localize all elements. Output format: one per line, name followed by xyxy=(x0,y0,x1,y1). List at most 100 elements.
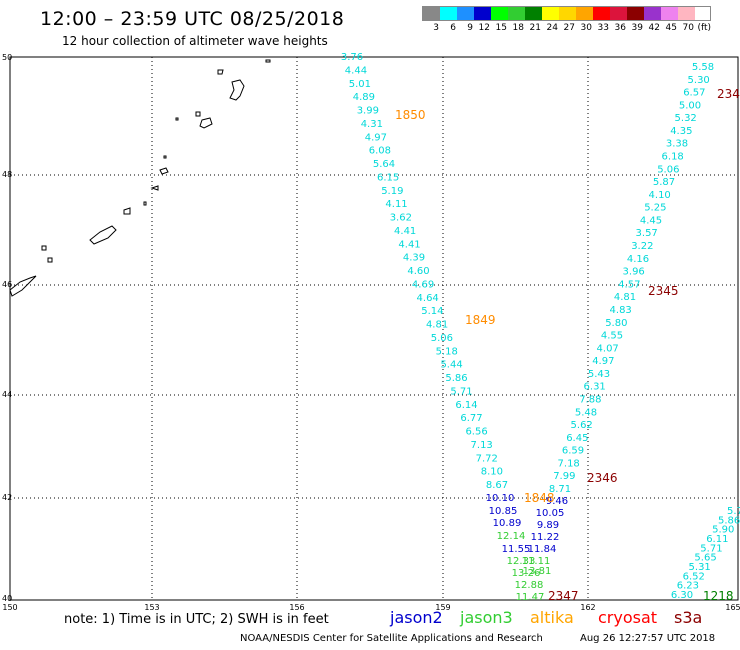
scale-box-11 xyxy=(610,7,627,20)
swh-value: 4.81 xyxy=(614,292,636,303)
swh-value: 4.16 xyxy=(627,254,649,265)
swh-value-jason2: 9.89 xyxy=(537,520,559,531)
scale-box-5 xyxy=(508,7,525,20)
track-label-1848: 1848 xyxy=(524,491,555,505)
swh-value-jason2: 11.22 xyxy=(531,532,560,543)
swh-value: 4.57 xyxy=(618,279,640,290)
color-scale: 3 6 9 12 15 18 21 24 27 30 33 36 39 42 45 70 (ft) xyxy=(422,6,711,33)
scale-label-5: 18 xyxy=(512,23,524,33)
lat-label-40: 40 xyxy=(2,594,12,603)
track-label-2345: 2345 xyxy=(648,284,679,298)
legend-jason3: jason3 xyxy=(460,608,513,627)
swh-value-jason3: 12.33 xyxy=(507,556,536,567)
legend-note: note: 1) Time is in UTC; 2) SWH is in fe… xyxy=(64,612,329,627)
swh-value: 3.57 xyxy=(636,228,658,239)
swh-value: 3.22 xyxy=(631,241,653,252)
track-label-1218: 1218 xyxy=(703,589,734,603)
scale-label-12: 39 xyxy=(631,23,643,33)
track-label-1849: 1849 xyxy=(465,313,496,327)
swh-value: 6.30 xyxy=(671,590,693,601)
swh-value-jason3: 13.81 xyxy=(523,566,552,577)
legend-cryosat: cryosat xyxy=(598,608,658,627)
legend-s3a: s3a xyxy=(674,608,703,627)
swh-value: 4.83 xyxy=(610,305,632,316)
swh-value: 5.62 xyxy=(571,420,593,431)
swh-value: 4.44 xyxy=(345,65,367,76)
scale-box-12 xyxy=(627,7,644,20)
scale-box-13 xyxy=(644,7,661,20)
lat-label-44: 44 xyxy=(2,390,12,399)
swh-value: 4.31 xyxy=(361,119,383,130)
footer-timestamp: Aug 26 12:27:57 UTC 2018 xyxy=(580,633,716,644)
scale-label-4: 15 xyxy=(495,23,507,33)
swh-value: 6.08 xyxy=(369,146,391,157)
scale-box-2 xyxy=(457,7,474,20)
swh-value: 6.23 xyxy=(677,581,699,592)
swh-value: 5.31 xyxy=(689,562,711,573)
swh-value: 4.35 xyxy=(670,126,692,137)
swh-value: 5.80 xyxy=(605,318,627,329)
swh-value-jason2: 10.89 xyxy=(493,518,522,529)
swh-value-jason3: 13.26 xyxy=(512,568,541,579)
track-label-2347: 2347 xyxy=(548,589,579,603)
swh-value: 5.48 xyxy=(575,407,597,418)
swh-value: 5.30 xyxy=(688,75,710,86)
swh-value: 5.86 xyxy=(445,373,467,384)
swh-value: 5.14 xyxy=(421,306,443,317)
footer-center: NOAA/NESDIS Center for Satellite Applica… xyxy=(240,633,543,644)
lon-label-156: 156 xyxy=(289,603,304,612)
swh-value: 7.72 xyxy=(476,453,498,464)
swh-value: 6.45 xyxy=(566,433,588,444)
swh-value: 4.97 xyxy=(592,356,614,367)
swh-value: 4.64 xyxy=(417,293,439,304)
scale-label-1: 6 xyxy=(450,23,456,33)
swh-value-jason2: 11.55 xyxy=(502,544,531,555)
swh-value: 4.81 xyxy=(426,320,448,331)
swh-value: 5.19 xyxy=(381,186,403,197)
swh-value: 5.65 xyxy=(694,553,716,564)
scale-label-14: 45 xyxy=(665,23,677,33)
swh-value-jason3: 11.11 xyxy=(522,556,551,567)
swh-value: 5.01 xyxy=(349,79,371,90)
swh-value: 5.25 xyxy=(644,203,666,214)
swh-value: 3.99 xyxy=(357,106,379,117)
track-label-234: 234 xyxy=(717,87,740,101)
swh-value: 8.10 xyxy=(481,467,503,478)
scale-label-10: 33 xyxy=(597,23,609,33)
coastline xyxy=(9,59,271,297)
swh-value: 6.59 xyxy=(562,446,584,457)
lat-label-46: 46 xyxy=(2,280,12,289)
swh-value: 3.62 xyxy=(390,213,412,224)
swh-value: 7.18 xyxy=(558,458,580,469)
swh-value-jason2: 10.85 xyxy=(489,506,518,517)
swh-value: 5.71 xyxy=(450,386,472,397)
track-label-1850: 1850 xyxy=(395,108,426,122)
scale-box-9 xyxy=(576,7,593,20)
swh-value: 6.18 xyxy=(662,152,684,163)
swh-value: 5.58 xyxy=(692,62,714,73)
legend-altika: altika xyxy=(530,608,574,627)
swh-value: 5.86 xyxy=(718,515,740,526)
swh-value: 5.43 xyxy=(588,369,610,380)
page-title: 12:00 – 23:59 UTC 08/25/2018 xyxy=(40,8,345,30)
swh-value: 4.97 xyxy=(365,132,387,143)
scale-label-7: 24 xyxy=(546,23,558,33)
page-subtitle: 12 hour collection of altimeter wave hei… xyxy=(62,34,328,48)
lon-label-153: 153 xyxy=(144,603,159,612)
scale-label-13: 42 xyxy=(648,23,660,33)
lon-label-162: 162 xyxy=(580,603,595,612)
tracks-layer: 3.76 4.44 5.01 4.89 3.99 4.31 4.97 6.08 5.64 6.15… xyxy=(341,52,740,603)
lon-label-150: 150 xyxy=(2,603,17,612)
swh-value-jason2: 10.05 xyxy=(536,508,565,519)
swh-value: 6.77 xyxy=(460,413,482,424)
swh-value-jason3: 12.14 xyxy=(497,531,526,542)
swh-value: 4.07 xyxy=(597,343,619,354)
scale-box-15 xyxy=(678,7,695,20)
swh-value: 4.39 xyxy=(403,253,425,264)
swh-value: 8.67 xyxy=(486,480,508,491)
scale-box-8 xyxy=(559,7,576,20)
swh-value: 5.87 xyxy=(653,177,675,188)
swh-value: 7.99 xyxy=(553,471,575,482)
